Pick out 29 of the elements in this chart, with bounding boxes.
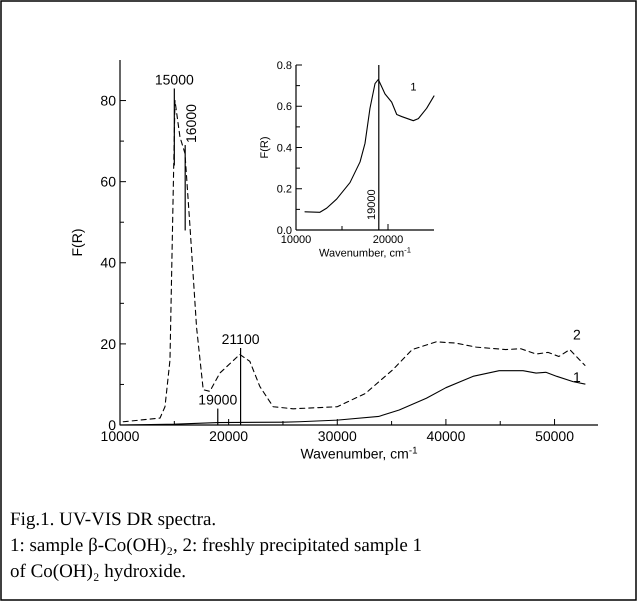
y-tick-label: 60 — [100, 174, 116, 190]
text: 1: sample β-Co(OH)₂, 2: freshly precipitated sample 1 — [10, 535, 422, 556]
y-axis-title: F(R) — [69, 228, 85, 256]
y-tick-label: 0.8 — [276, 60, 292, 72]
x-tick-label: 30000 — [318, 428, 357, 444]
y-tick-label: 0.4 — [276, 142, 292, 154]
x-tick-label: 20000 — [372, 234, 404, 246]
ref-line-label: 15000 — [154, 71, 194, 88]
x-tick-label: 10000 — [280, 234, 312, 246]
ref-line-label: 19000 — [366, 189, 378, 220]
x-tick-label: 40000 — [426, 428, 466, 444]
series-label: 2 — [572, 326, 581, 342]
ref-line-label: 21100 — [222, 330, 260, 347]
x-tick-label: 50000 — [535, 428, 574, 444]
series-label: 1 — [572, 369, 581, 386]
y-tick-label: 80 — [100, 92, 116, 108]
ref-line-label: 19000 — [198, 392, 238, 408]
y-tick-label: 0.2 — [276, 184, 292, 196]
x-axis-title: Wavenumber, cm$^{-1}$ — [300, 445, 418, 462]
x-axis-title: Wavenumber, cm$^{-1}$ — [318, 244, 412, 260]
x-tick-label: 20000 — [209, 428, 248, 444]
text: of Co(OH)₂ hydroxide. — [10, 561, 186, 582]
ref-line-label: 16000 — [183, 104, 200, 144]
caption: Fig.1. UV-VIS DR spectra. — [10, 509, 216, 530]
series-label: 1 — [410, 82, 416, 94]
y-axis-title: F(R) — [259, 136, 271, 158]
y-tick-label: 0.6 — [276, 101, 292, 114]
y-tick-label: 40 — [100, 254, 116, 271]
y-tick-label: 20 — [100, 336, 116, 352]
